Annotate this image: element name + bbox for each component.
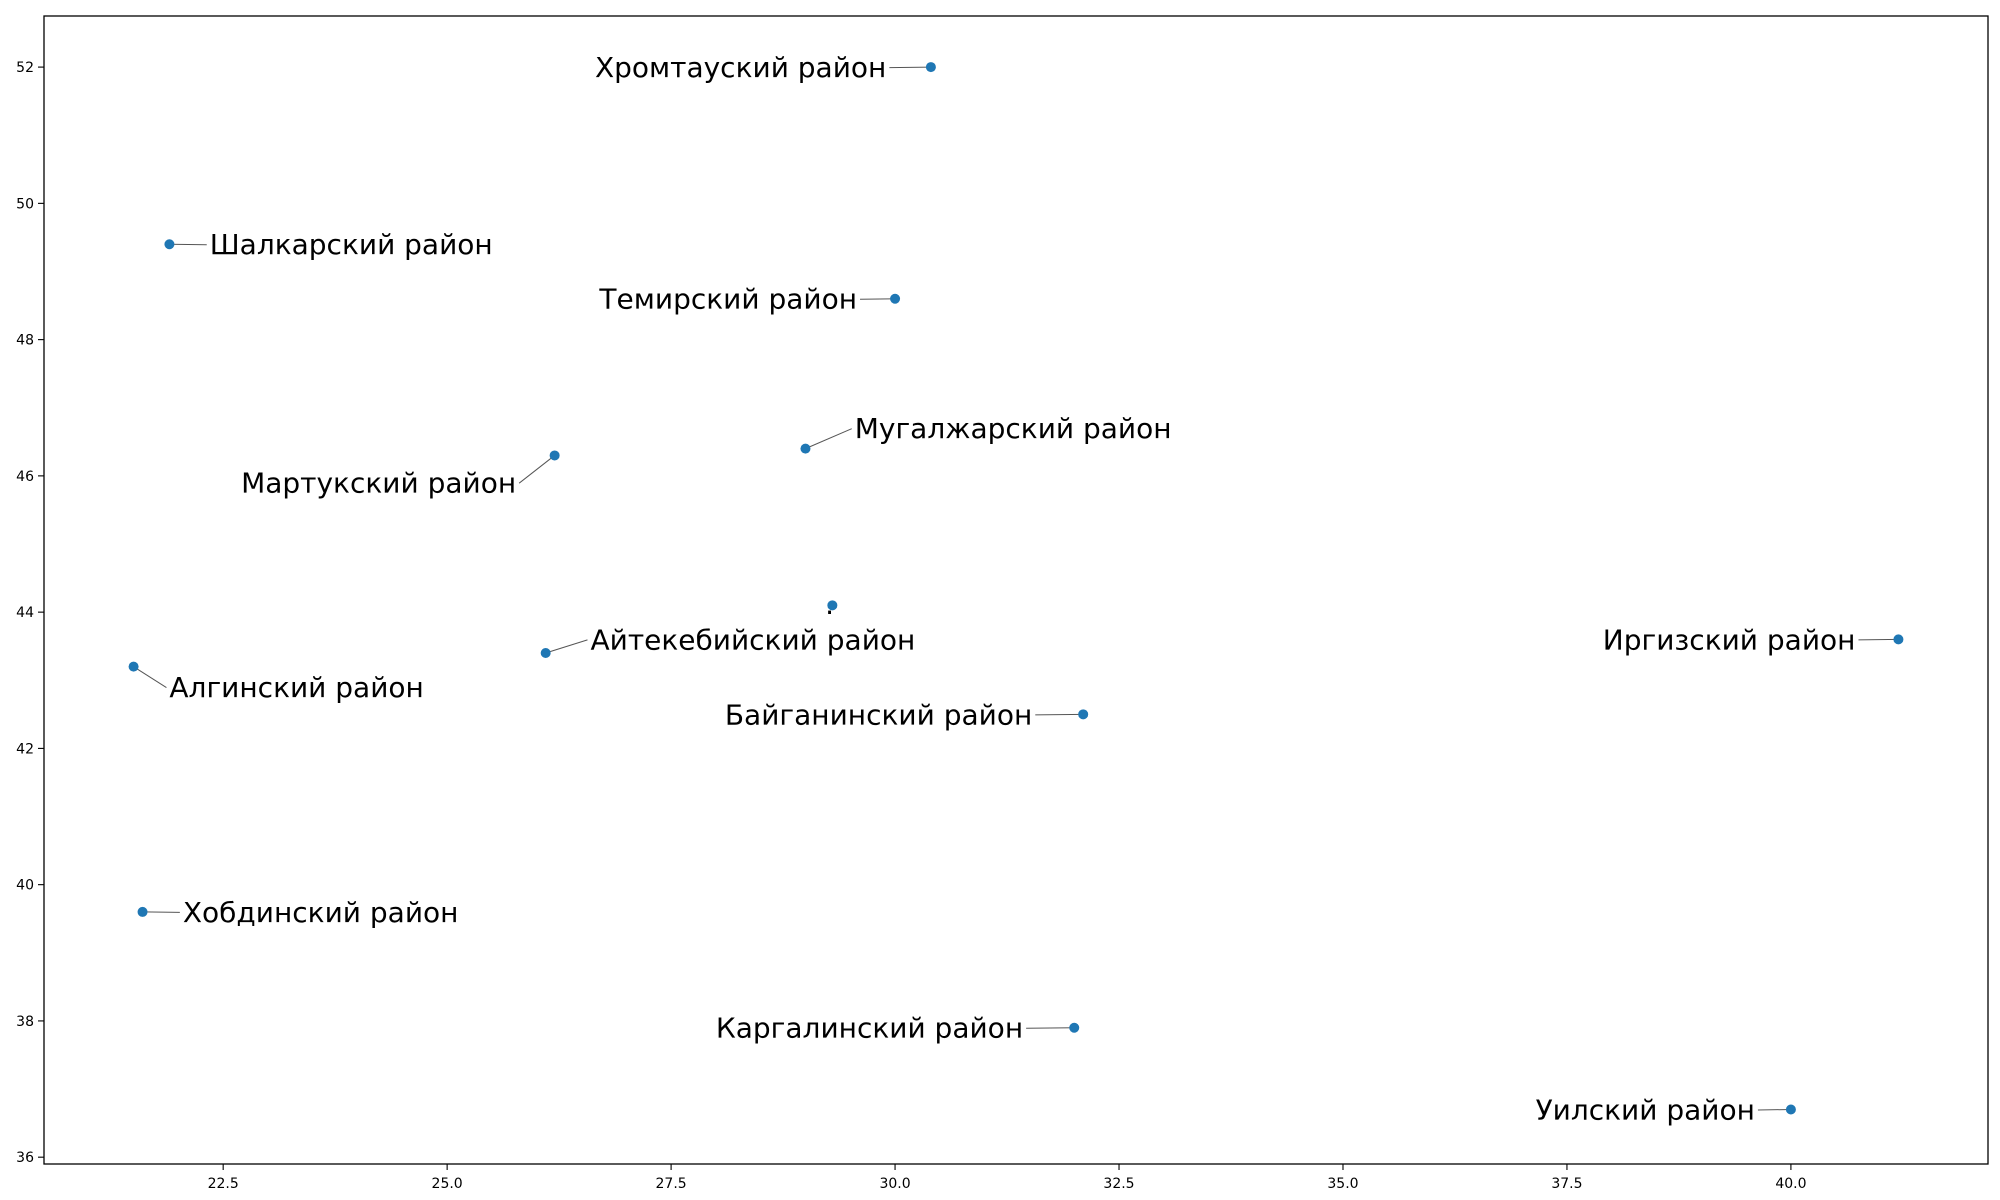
- data-point: [925, 62, 936, 73]
- data-point: [827, 600, 838, 611]
- y-tick-label: 40: [16, 878, 34, 894]
- leader-line: [1035, 713, 1084, 716]
- x-tick-label: 22.5: [208, 1176, 239, 1192]
- data-point: [137, 906, 148, 917]
- leader-lines: [133, 66, 1899, 1111]
- leader-line: [1858, 638, 1899, 641]
- y-tick-label: 42: [16, 741, 34, 757]
- leader-line: [805, 428, 852, 450]
- data-point: [1069, 1022, 1080, 1033]
- x-tick-label: 37.5: [1551, 1176, 1582, 1192]
- leader-line: [860, 298, 896, 300]
- y-tick-label: 44: [16, 605, 34, 621]
- data-point: [1078, 709, 1089, 720]
- point-label: Мартукский район: [241, 467, 516, 500]
- point-label: Алгинский район: [169, 671, 423, 704]
- y-axis: 36 38 40 42 44 46 48 50 52: [16, 60, 44, 1166]
- point-label: Шалкарский район: [210, 228, 493, 261]
- y-tick-label: 48: [16, 333, 34, 349]
- leader-line: [889, 66, 931, 69]
- point-label: Хромтауский район: [595, 51, 886, 84]
- point-label: .: [825, 588, 834, 621]
- x-tick-label: 32.5: [1103, 1176, 1134, 1192]
- data-point: [164, 239, 175, 250]
- leader-line: [518, 455, 555, 484]
- data-point: [1785, 1104, 1796, 1115]
- point-label: Айтекебийский район: [590, 623, 915, 656]
- leader-line: [545, 639, 588, 654]
- x-axis: 22.5 25.0 27.5 30.0 32.5 35.0 37.5 40.0: [208, 1164, 1806, 1192]
- point-label: Иргизский район: [1603, 623, 1856, 656]
- data-point: [128, 661, 139, 672]
- data-points: [128, 62, 1904, 1115]
- y-tick-label: 46: [16, 469, 34, 485]
- data-point: [800, 443, 811, 454]
- point-label: Байганинский район: [725, 698, 1032, 731]
- leader-line: [1026, 1027, 1075, 1029]
- data-point: [540, 648, 551, 659]
- y-tick-label: 50: [16, 196, 34, 212]
- data-point: [890, 293, 901, 304]
- point-label: Уилский район: [1536, 1093, 1755, 1126]
- leader-line: [133, 666, 167, 689]
- point-label: Каргалинский район: [716, 1012, 1023, 1045]
- leader-line: [169, 243, 207, 246]
- y-tick-label: 38: [16, 1014, 34, 1030]
- plot-frame: [43, 15, 1989, 1165]
- point-label: Хобдинский район: [183, 896, 459, 929]
- point-label: Мугалжарский район: [855, 412, 1172, 445]
- leader-line: [142, 911, 180, 913]
- y-tick-label: 52: [16, 60, 34, 76]
- point-label: Темирский район: [598, 283, 857, 316]
- x-tick-label: 35.0: [1327, 1176, 1358, 1192]
- y-tick-label: 36: [16, 1150, 34, 1166]
- x-tick-label: 40.0: [1775, 1176, 1806, 1192]
- data-point: [549, 450, 560, 461]
- x-tick-label: 27.5: [656, 1176, 687, 1192]
- x-tick-label: 30.0: [879, 1176, 910, 1192]
- point-labels: Хромтауский район Шалкарский район Темирск…: [169, 51, 1855, 1126]
- x-tick-label: 25.0: [432, 1176, 463, 1192]
- leader-line: [1757, 1108, 1791, 1111]
- data-point: [1893, 634, 1904, 645]
